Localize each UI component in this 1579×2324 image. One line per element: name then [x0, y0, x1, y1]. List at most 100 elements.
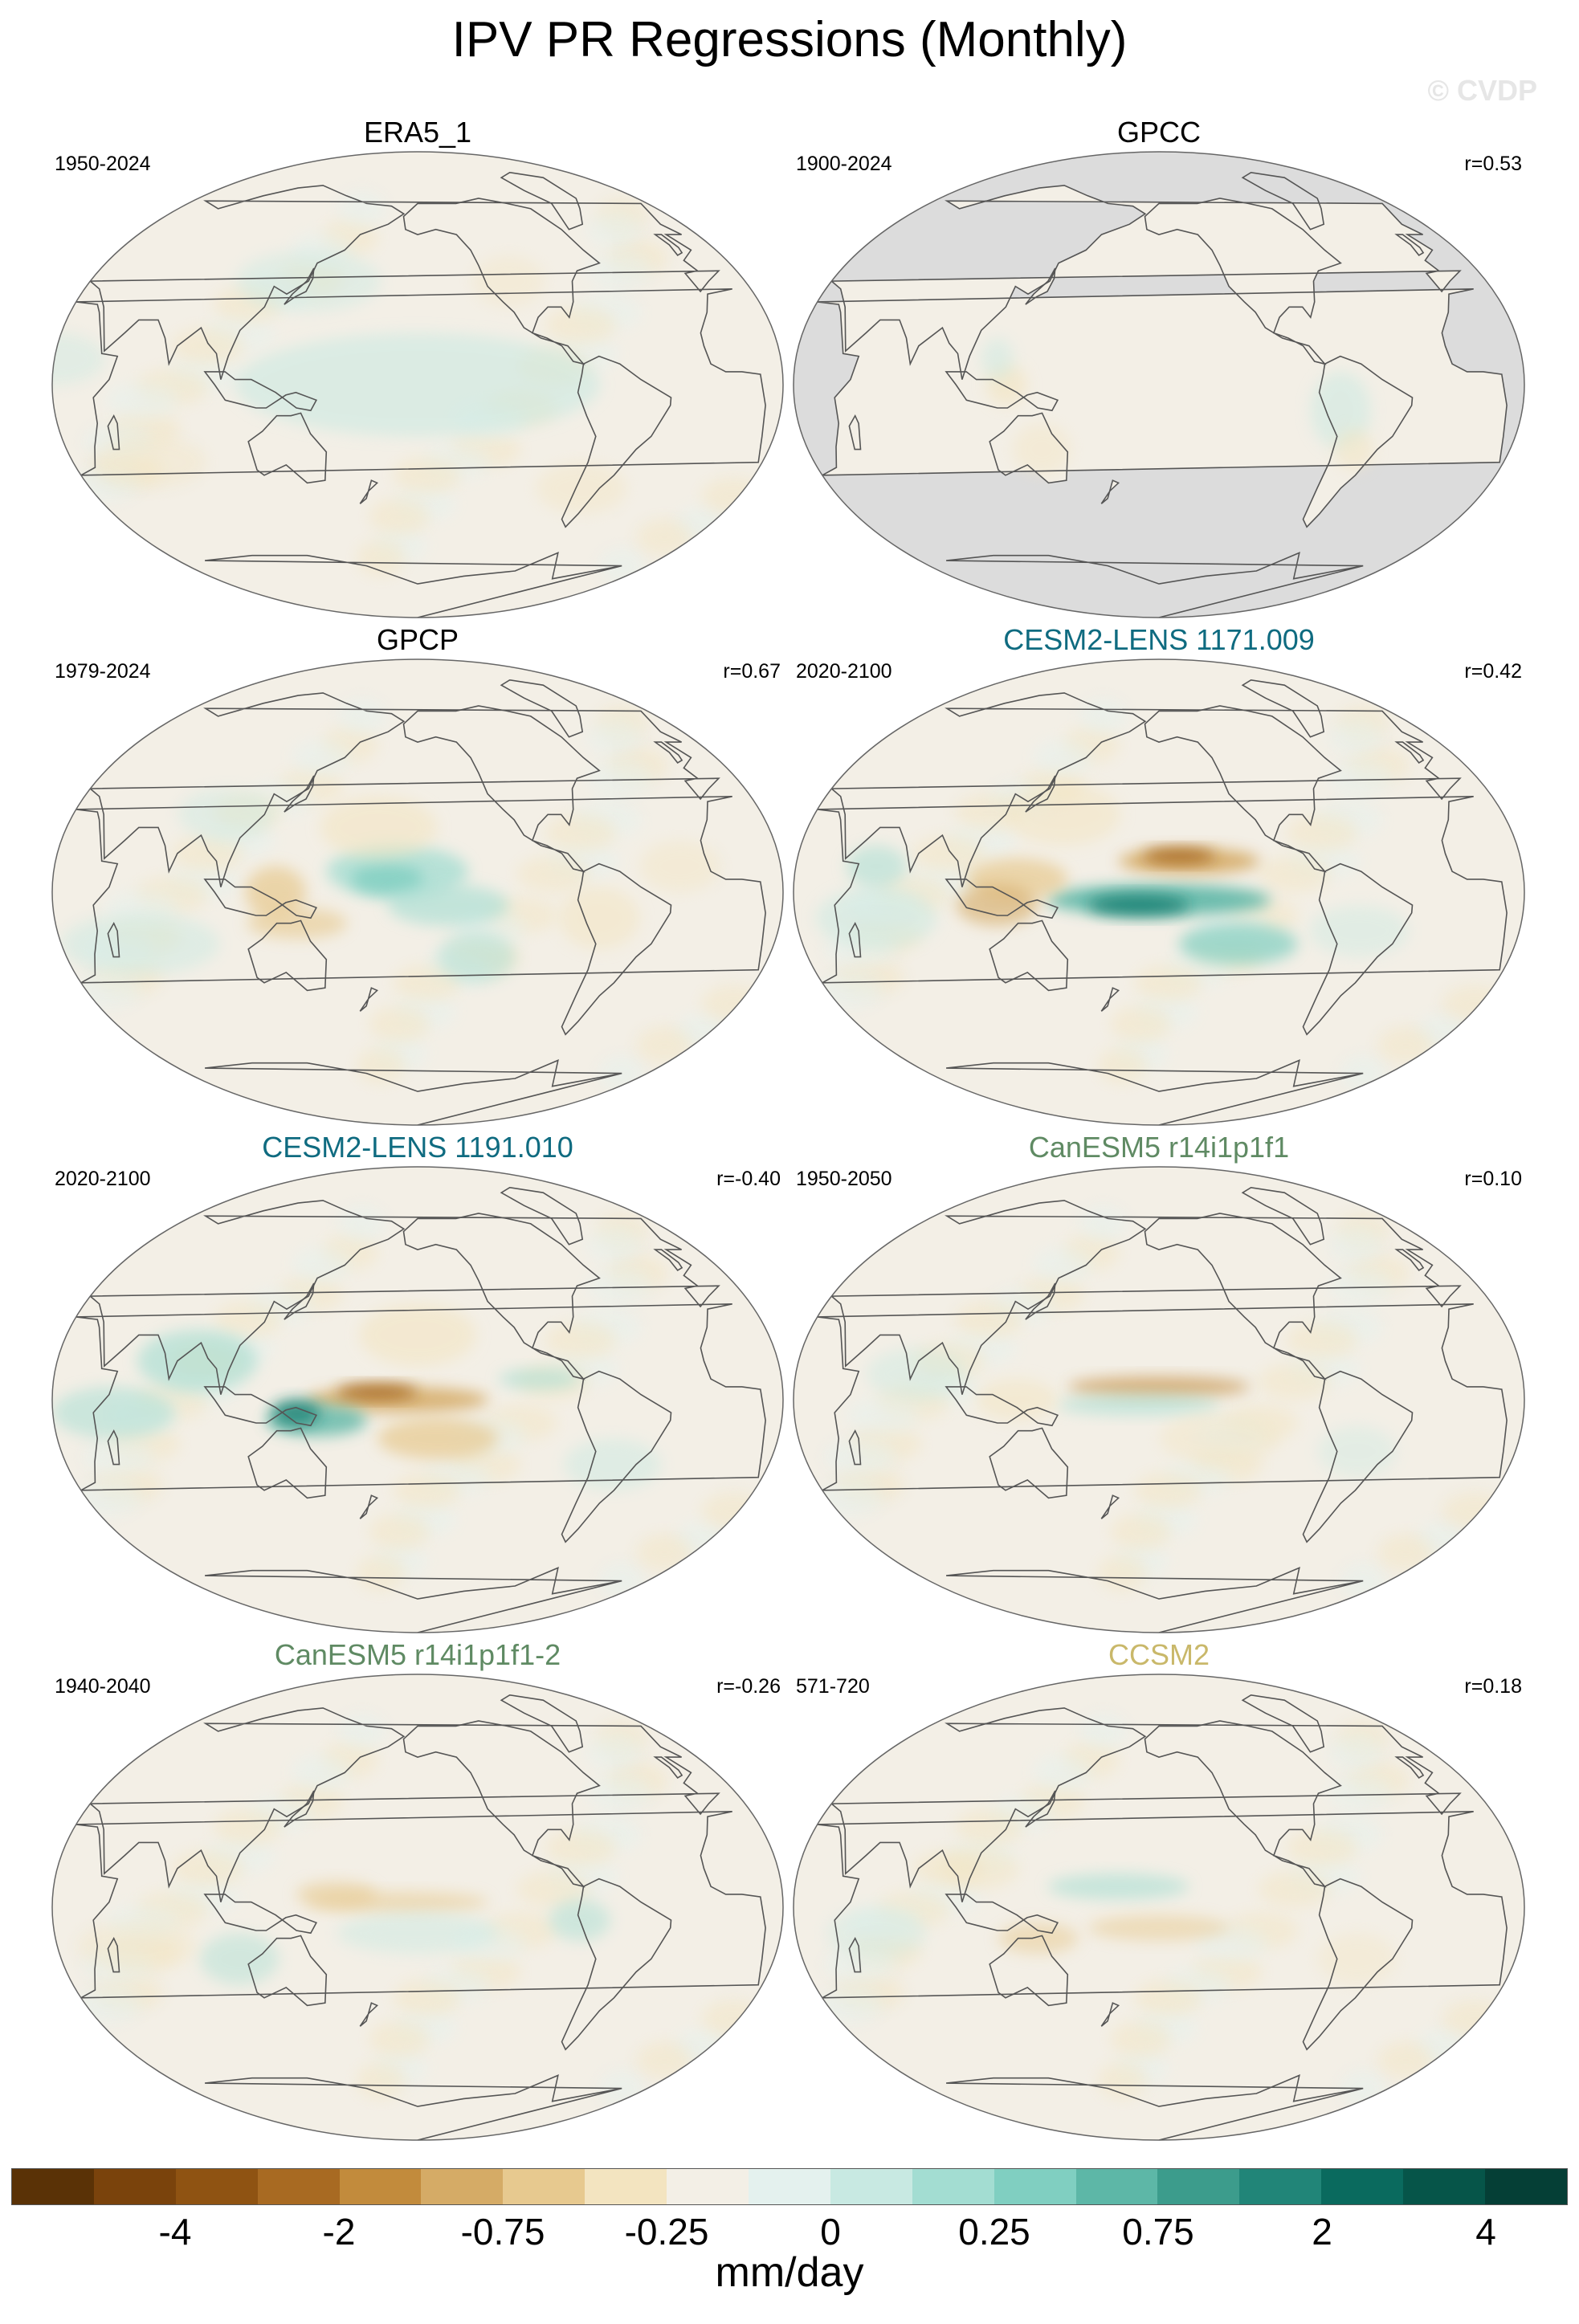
precip-anomaly-area — [1286, 1322, 1357, 1359]
colorbar-segment — [503, 2169, 585, 2204]
precip-anomaly-area — [214, 1301, 283, 1338]
precip-anomaly-area — [337, 1912, 499, 1954]
precip-anomaly-area — [1442, 2000, 1507, 2037]
precip-anomaly-area — [1258, 1363, 1332, 1400]
coastline — [1394, 234, 1425, 256]
coastline — [848, 1429, 862, 1466]
precip-anomaly-area — [1328, 1775, 1393, 1812]
coastline — [107, 921, 120, 958]
precip-anomaly-area — [587, 719, 642, 756]
panel-correlation: r=0.10 — [1464, 1168, 1522, 1190]
coastline — [500, 1694, 584, 1753]
coastline — [402, 705, 601, 873]
precip-anomaly-area — [955, 793, 1024, 830]
colorbar-segment — [994, 2169, 1076, 2204]
world-map — [51, 1674, 784, 2141]
coastline — [1302, 355, 1414, 528]
precip-anomaly-area — [587, 760, 652, 797]
coastline — [203, 1386, 318, 1427]
coastline — [817, 1303, 1508, 1491]
world-map — [793, 658, 1525, 1126]
precip-anomaly-area — [296, 1881, 377, 1907]
colorbar-units: mm/day — [715, 2249, 864, 2296]
coastline — [848, 921, 862, 958]
panel-title: ERA5_1 — [363, 116, 472, 149]
coastline — [561, 355, 672, 528]
coastline — [75, 288, 766, 476]
precip-anomaly-area — [1258, 855, 1332, 892]
precip-anomaly-area — [1033, 1246, 1093, 1283]
precip-anomaly-area — [846, 846, 907, 887]
precip-anomaly-area — [701, 478, 765, 515]
coastline — [653, 1756, 683, 1779]
coastline — [945, 371, 1059, 412]
precip-anomaly-area — [292, 739, 352, 776]
precip-anomaly-area — [1377, 2041, 1434, 2078]
map-border — [793, 658, 1525, 1126]
precip-anomaly-area — [1110, 2020, 1171, 2057]
map-panel: CanESM5 r14i1p1f1 1950-2050 r=0.10 — [790, 1131, 1528, 1645]
colorbar-segment — [1239, 2169, 1322, 2204]
precip-anomaly-area — [1328, 719, 1383, 756]
panel-correlation: r=0.42 — [1464, 660, 1522, 683]
precip-anomaly-area — [1328, 760, 1393, 797]
precip-anomaly-area — [516, 855, 590, 892]
world-map — [51, 658, 784, 1126]
coastline — [830, 185, 1462, 380]
map-panel: GPCC 1900-2024 r=0.53 — [790, 116, 1528, 630]
precip-anomaly-area — [1110, 1513, 1171, 1550]
colorbar-segment — [1075, 2169, 1158, 2204]
precip-anomaly-area — [1328, 1267, 1393, 1304]
precip-anomaly-area — [587, 1267, 652, 1304]
precip-anomaly-area — [75, 1479, 142, 1516]
panel-title: CanESM5 r14i1p1f1 — [1028, 1131, 1290, 1164]
colorbar-tick-label: 4 — [1475, 2211, 1496, 2253]
precip-anomaly-area — [639, 840, 720, 892]
coastline — [945, 879, 1059, 919]
precip-anomaly-area — [1134, 1979, 1202, 2016]
coastline — [1302, 862, 1414, 1036]
coastline — [284, 1790, 315, 1828]
colorbar-segment — [339, 2169, 422, 2204]
coastline — [205, 1059, 622, 1125]
colorbar-tick-label: -0.25 — [624, 2211, 709, 2253]
precip-anomaly-area — [536, 462, 627, 515]
coastline — [205, 2074, 622, 2140]
precip-anomaly-area — [1033, 1754, 1093, 1791]
precip-anomaly-area — [545, 814, 616, 851]
coastline — [205, 552, 622, 618]
colorbar-segment — [175, 2169, 258, 2204]
colorbar-tick-label: 0.25 — [958, 2211, 1030, 2253]
map-border — [51, 1674, 784, 2141]
precip-anomaly-area — [61, 912, 220, 976]
precip-anomaly-area — [981, 338, 1014, 380]
colorbar-tick-labels: -4 -2 -0.75 -0.25 0 0.25 0.75 2 4 — [11, 2210, 1568, 2258]
precip-anomaly-area — [587, 1226, 642, 1263]
precip-anomaly-area — [955, 1301, 1024, 1338]
coastline — [830, 1707, 1462, 1902]
colorbar-tick-label: -0.75 — [460, 2211, 545, 2253]
precip-anomaly-area — [369, 2020, 430, 2057]
coastline — [500, 1186, 584, 1246]
panel-correlation: r=-0.26 — [716, 1675, 781, 1698]
panel-title: CESM2-LENS 1191.010 — [262, 1131, 573, 1164]
coastline — [946, 1567, 1364, 1633]
precip-anomaly-area — [292, 1754, 352, 1791]
colorbar-segment — [585, 2169, 667, 2204]
coastline — [989, 412, 1069, 484]
panel-correlation: r=-0.40 — [716, 1168, 781, 1190]
panel-years: 1900-2024 — [796, 153, 892, 175]
panel-title: CanESM5 r14i1p1f1-2 — [274, 1638, 561, 1671]
precip-anomaly-area — [1134, 964, 1202, 1001]
precip-anomaly-area — [214, 1808, 283, 1845]
precip-anomaly-area — [1308, 905, 1410, 957]
coastline — [203, 371, 318, 412]
coastline — [107, 414, 120, 451]
precip-anomaly-area — [998, 1922, 1079, 1954]
precip-anomaly-area — [393, 1979, 461, 2016]
precip-anomaly-area — [587, 1775, 652, 1812]
land-field — [849, 415, 861, 450]
colorbar-segment — [257, 2169, 340, 2204]
land-field — [1396, 234, 1424, 255]
precip-anomaly-area — [636, 1026, 692, 1063]
